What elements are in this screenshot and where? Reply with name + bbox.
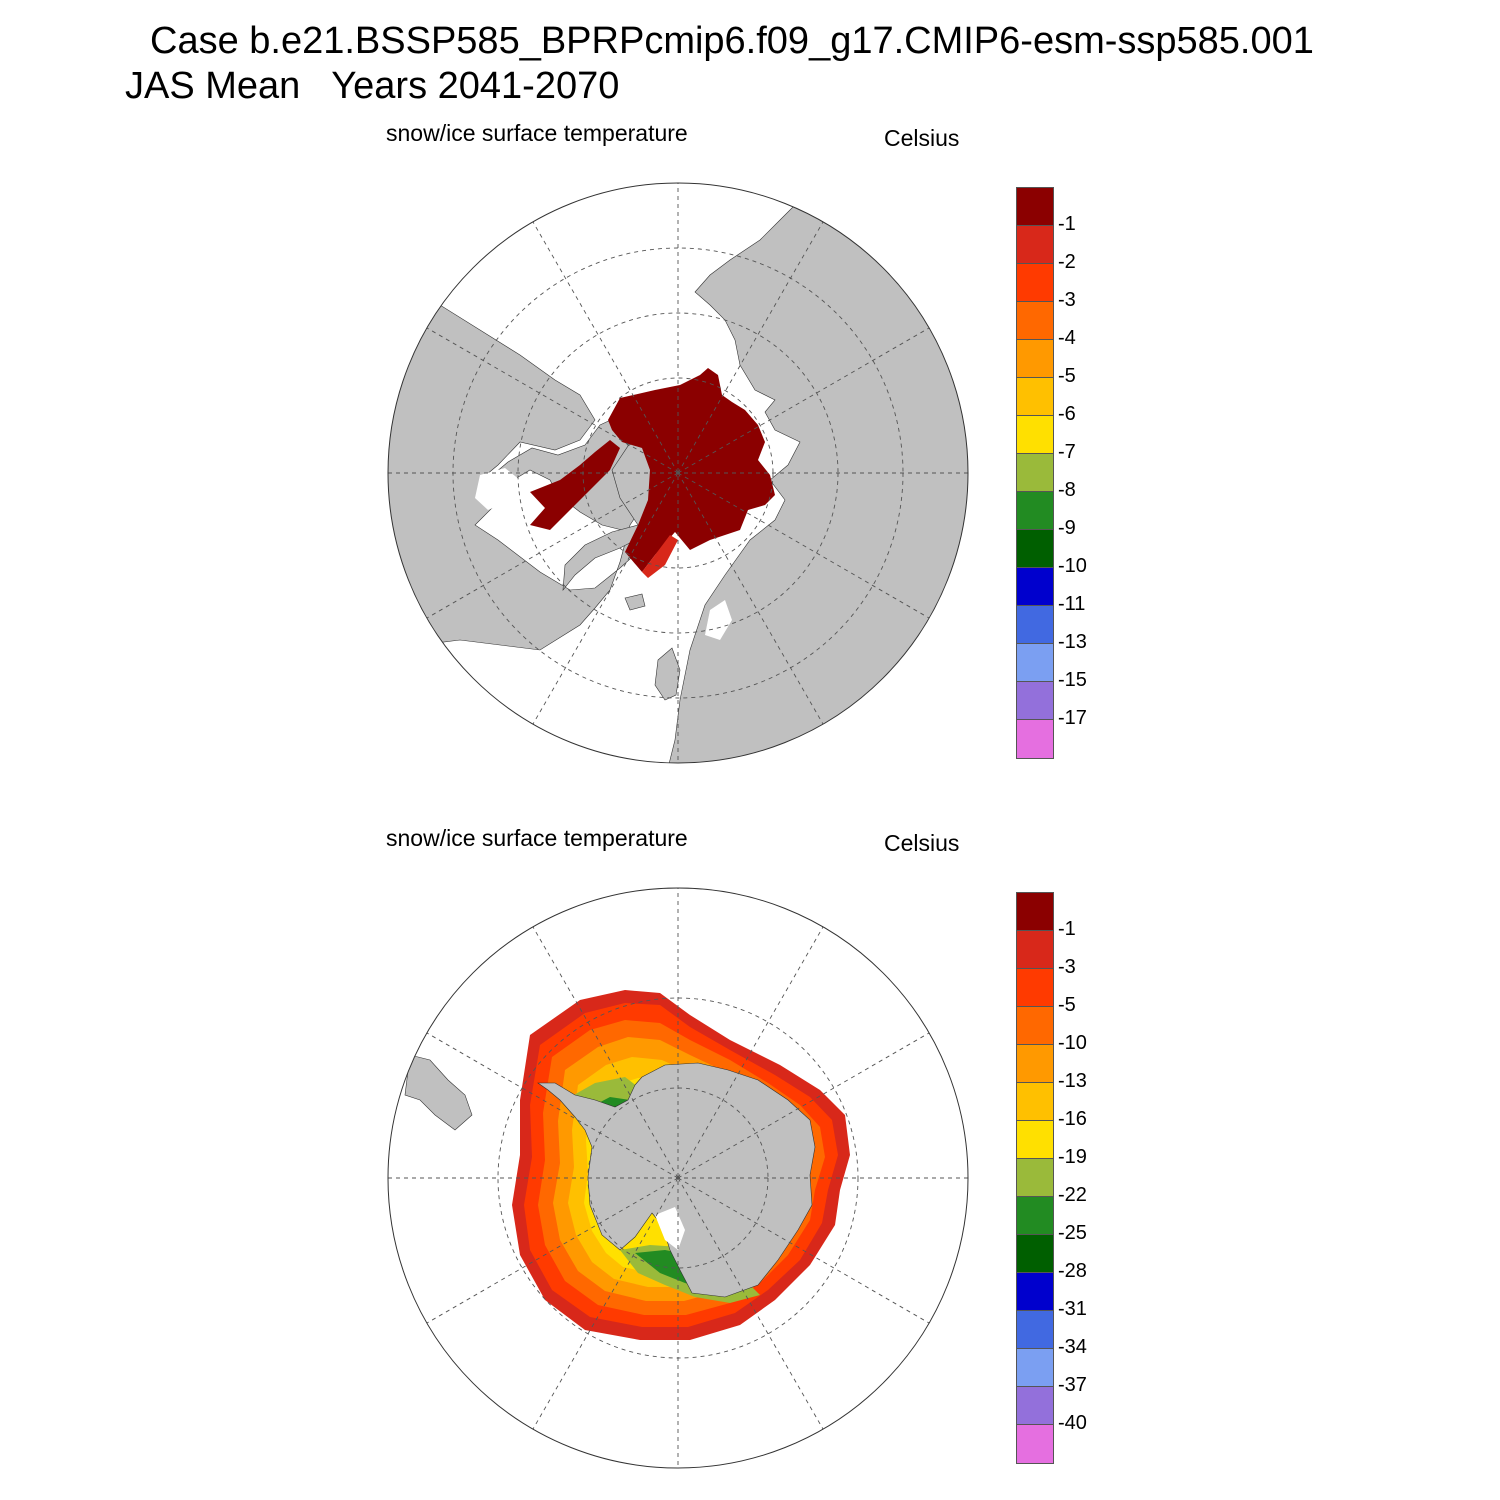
baltic-sea <box>705 600 732 640</box>
south-colorbar-label: -19 <box>1058 1146 1087 1168</box>
north-colorbar-label: -10 <box>1058 555 1087 577</box>
north-colorbar-label: -11 <box>1058 593 1086 615</box>
south-map-border <box>387 887 969 1469</box>
south-colorbar-label: -22 <box>1058 1184 1087 1206</box>
north-colorbar-label: -6 <box>1058 403 1076 425</box>
north-colorbar-box <box>1017 340 1053 378</box>
north-map-border <box>387 182 969 764</box>
north-colorbar-label: -9 <box>1058 517 1076 539</box>
north-panel-units: Celsius <box>884 125 960 151</box>
south-colorbar-label: -13 <box>1058 1070 1087 1092</box>
south-panel-units: Celsius <box>884 830 960 856</box>
south-colorbar-label: -28 <box>1058 1260 1087 1282</box>
south-colorbar-box <box>1017 1387 1053 1425</box>
south-colorbar-box <box>1017 931 1053 969</box>
north-colorbar-box <box>1017 682 1053 720</box>
north-colorbar-box <box>1017 302 1053 340</box>
north-colorbar-label: -17 <box>1058 707 1087 729</box>
north-panel-title: snow/ice surface temperature <box>386 120 688 146</box>
north-colorbar-label: -8 <box>1058 479 1076 501</box>
south-america-landmass <box>404 1054 473 1131</box>
south-colorbar-box <box>1017 1311 1053 1349</box>
north-colorbar-label: -4 <box>1058 327 1076 349</box>
figure-title-period: JAS Mean Years 2041-2070 <box>125 65 620 107</box>
south-colorbar-box <box>1017 1121 1053 1159</box>
ross-ice-shelf <box>655 1207 685 1250</box>
eurasia-landmass <box>664 183 968 763</box>
north-colorbar-label: -1 <box>1058 213 1076 235</box>
south-colorbar-label: -10 <box>1058 1032 1087 1054</box>
north-colorbar-label: -3 <box>1058 289 1076 311</box>
north-colorbar-box <box>1017 720 1053 758</box>
south-colorbar-box <box>1017 1197 1053 1235</box>
north-colorbar-label: -7 <box>1058 441 1076 463</box>
north-colorbar <box>1016 187 1054 759</box>
north-colorbar-box <box>1017 264 1053 302</box>
north-colorbar-label: -5 <box>1058 365 1076 387</box>
south-colorbar-label: -3 <box>1058 956 1076 978</box>
hudson-bay <box>475 468 520 510</box>
sea-ice-edge <box>642 535 678 578</box>
south-colorbar-label: -16 <box>1058 1108 1087 1130</box>
south-colorbar-label: -5 <box>1058 994 1076 1016</box>
south-colorbar-box <box>1017 1083 1053 1121</box>
north-graticule <box>388 183 968 763</box>
south-polar-map <box>387 887 969 1469</box>
south-colorbar-box <box>1017 1045 1053 1083</box>
south-colorbar-label: -34 <box>1058 1336 1087 1358</box>
south-colorbar-label: -37 <box>1058 1374 1087 1396</box>
south-colorbar-label: -31 <box>1058 1298 1087 1320</box>
south-colorbar-box <box>1017 1349 1053 1387</box>
north-colorbar-box <box>1017 454 1053 492</box>
archipelago-sea-ice <box>530 440 620 530</box>
north-colorbar-label: -15 <box>1058 669 1087 691</box>
north-colorbar-box <box>1017 416 1053 454</box>
south-colorbar-box <box>1017 893 1053 931</box>
south-colorbar-box <box>1017 1273 1053 1311</box>
iceland-landmass <box>624 593 646 611</box>
south-colorbar-box <box>1017 1425 1053 1463</box>
south-panel-title: snow/ice surface temperature <box>386 825 688 851</box>
north-polar-map <box>387 182 969 764</box>
british-isles-landmass <box>654 647 681 701</box>
north-colorbar-label: -2 <box>1058 251 1076 273</box>
south-colorbar-label: -40 <box>1058 1412 1087 1434</box>
north-colorbar-box <box>1017 492 1053 530</box>
figure-title-case: Case b.e21.BSSP585_BPRPcmip6.f09_g17.CMI… <box>150 20 1314 62</box>
north-colorbar-box <box>1017 568 1053 606</box>
north-colorbar-box <box>1017 226 1053 264</box>
north-colorbar-box <box>1017 530 1053 568</box>
north-colorbar-label: -13 <box>1058 631 1087 653</box>
north-colorbar-box <box>1017 378 1053 416</box>
south-graticule <box>388 888 968 1468</box>
south-colorbar-label: -1 <box>1058 918 1076 940</box>
north-colorbar-box <box>1017 606 1053 644</box>
north-colorbar-box <box>1017 188 1053 226</box>
south-colorbar-box <box>1017 1159 1053 1197</box>
south-colorbar-box <box>1017 969 1053 1007</box>
south-colorbar-box <box>1017 1007 1053 1045</box>
south-colorbar <box>1016 892 1054 1464</box>
south-colorbar-box <box>1017 1235 1053 1273</box>
north-colorbar-box <box>1017 644 1053 682</box>
arctic-sea-ice <box>608 368 775 572</box>
south-colorbar-label: -25 <box>1058 1222 1087 1244</box>
